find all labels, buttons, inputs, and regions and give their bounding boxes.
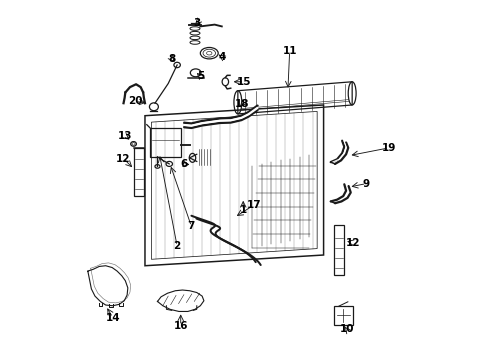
Text: 9: 9 bbox=[363, 179, 370, 189]
Text: 1: 1 bbox=[240, 205, 247, 215]
Text: 6: 6 bbox=[181, 159, 188, 169]
Text: 18: 18 bbox=[235, 99, 249, 109]
Text: 10: 10 bbox=[340, 324, 354, 334]
Text: 20: 20 bbox=[128, 96, 142, 107]
Text: 16: 16 bbox=[173, 321, 188, 331]
Text: 19: 19 bbox=[382, 143, 396, 153]
Text: 8: 8 bbox=[168, 54, 175, 64]
Text: 5: 5 bbox=[196, 71, 204, 81]
Text: 7: 7 bbox=[188, 221, 195, 231]
Text: 12: 12 bbox=[345, 238, 360, 248]
Text: 12: 12 bbox=[116, 154, 131, 163]
Text: 4: 4 bbox=[218, 52, 225, 62]
Text: 13: 13 bbox=[118, 131, 133, 141]
Text: 2: 2 bbox=[173, 241, 181, 251]
Text: 17: 17 bbox=[246, 200, 261, 210]
Text: 3: 3 bbox=[193, 18, 200, 28]
Text: 15: 15 bbox=[237, 77, 251, 87]
Text: 14: 14 bbox=[105, 312, 120, 323]
Text: 11: 11 bbox=[282, 46, 297, 57]
